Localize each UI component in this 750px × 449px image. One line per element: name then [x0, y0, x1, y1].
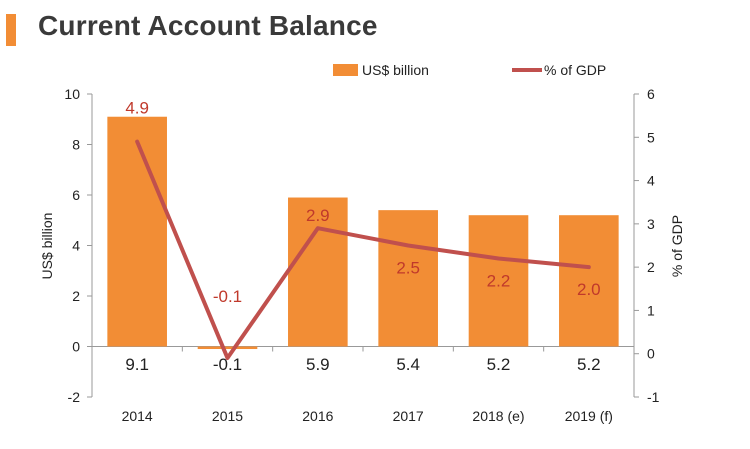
legend-bar-label: US$ billion [362, 62, 429, 78]
chart-legend: US$ billion % of GDP [333, 62, 606, 78]
x-tick-label: 2018 (e) [472, 408, 524, 424]
line-data-label: 2.0 [577, 280, 601, 299]
chart-line [135, 139, 591, 361]
bar [197, 346, 258, 350]
y-tick-label: 6 [72, 187, 80, 203]
x-tick-label: 2016 [302, 408, 333, 424]
line-data-label: 2.5 [396, 259, 420, 278]
bar-data-label: 5.2 [487, 355, 511, 374]
bar [559, 215, 619, 347]
x-tick-label: 2014 [122, 408, 153, 424]
chart-axes: -2 0 2 4 6 8 10 -1 0 1 2 3 4 5 6 2014 2015 2016 2017 2018 (… [64, 86, 659, 424]
bar [288, 197, 348, 347]
y-tick-label: -2 [68, 389, 81, 405]
chart-labels: 9.1 -0.1 5.9 5.4 5.2 5.2 4.9 -0.1 2.9 2.5 2.2 2.0 [125, 99, 600, 374]
y2-tick-label: 3 [647, 216, 655, 232]
y-tick-label: 0 [72, 339, 80, 355]
y2-tick-label: 0 [647, 346, 655, 362]
y2-axis-title: % of GDP [669, 215, 685, 277]
line-data-label: 4.9 [125, 99, 149, 118]
chart-bars [107, 116, 619, 350]
y2-tick-label: 5 [647, 129, 655, 145]
y2-tick-label: 6 [647, 86, 655, 102]
legend-bar-swatch [333, 64, 358, 76]
bar-data-label: -0.1 [213, 355, 242, 374]
y-tick-label: 8 [72, 137, 80, 153]
legend-line-label: % of GDP [544, 62, 606, 78]
x-tick-label: 2019 (f) [565, 408, 613, 424]
y2-tick-label: 1 [647, 302, 655, 318]
bar [378, 210, 438, 347]
bar-data-label: 5.2 [577, 355, 601, 374]
y-tick-label: 10 [64, 86, 80, 102]
bar [107, 116, 167, 347]
bar-data-label: 5.9 [306, 355, 330, 374]
y2-tick-label: 2 [647, 259, 655, 275]
y-axis-title: US$ billion [39, 213, 55, 280]
bar [468, 215, 529, 347]
y-tick-label: 2 [72, 288, 80, 304]
line-data-label: 2.2 [487, 271, 511, 290]
x-tick-label: 2017 [393, 408, 424, 424]
line-data-label: -0.1 [213, 287, 242, 306]
page-title: Current Account Balance [38, 10, 378, 41]
y-tick-label: 4 [72, 238, 80, 254]
line-data-label: 2.9 [306, 206, 330, 225]
gdp-line [135, 139, 591, 361]
y2-tick-label: -1 [647, 389, 660, 405]
x-tick-label: 2015 [212, 408, 243, 424]
bar-data-label: 5.4 [396, 355, 420, 374]
title-accent-bar [6, 14, 16, 46]
bar-data-label: 9.1 [125, 355, 149, 374]
y2-tick-label: 4 [647, 173, 655, 189]
